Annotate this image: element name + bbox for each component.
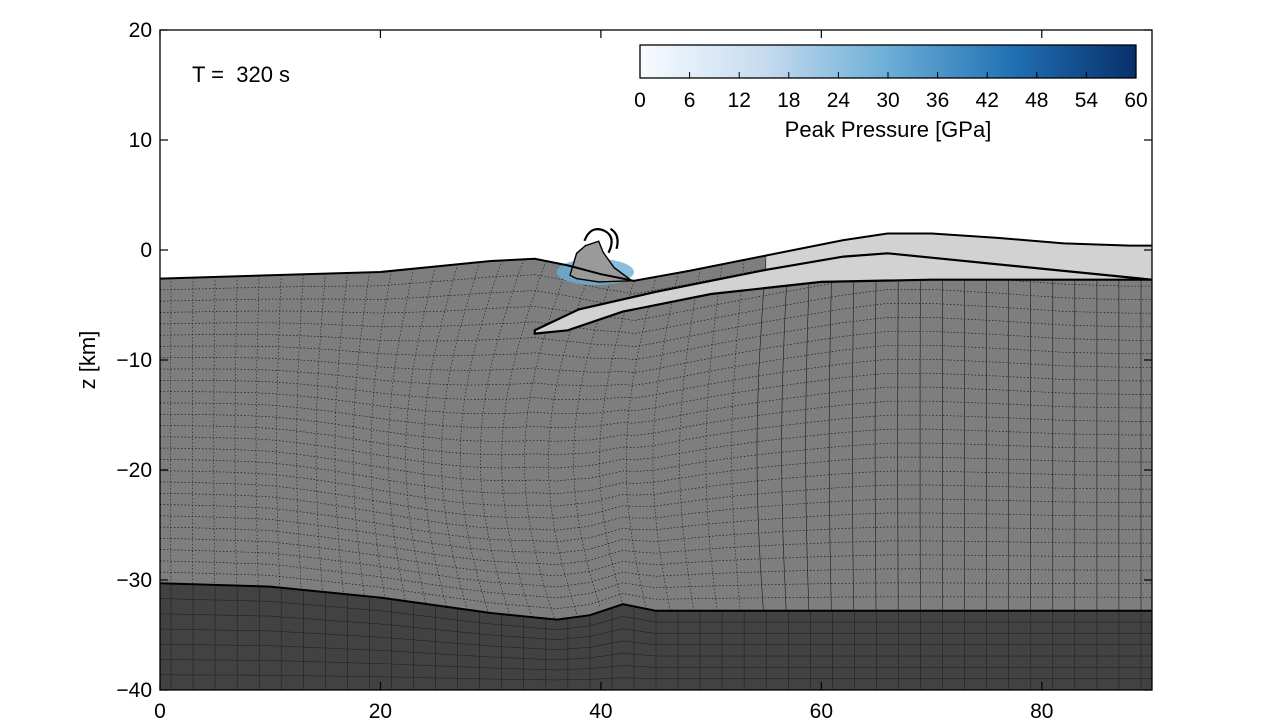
colorbar-label: Peak Pressure [GPa] <box>785 117 992 142</box>
y-tick-label: −30 <box>116 569 152 592</box>
grid-line-vertical <box>501 260 547 619</box>
x-tick-label: 0 <box>154 700 166 720</box>
grid-line-vertical <box>874 235 877 611</box>
grid-line-vertical <box>897 233 899 611</box>
grid-line-horizontal <box>160 549 1152 588</box>
colorbar-tick-label: 60 <box>1124 89 1147 112</box>
grid-line-horizontal <box>160 316 1152 361</box>
grid-line-vertical <box>828 242 833 611</box>
grid-line-vertical <box>370 270 392 600</box>
deformation-grid <box>160 233 1152 690</box>
plot-area <box>160 30 1152 690</box>
colorbar-tick-label: 18 <box>777 89 800 112</box>
colorbar-tick-label: 36 <box>926 89 949 112</box>
time-annotation: T = 320 s <box>192 62 290 87</box>
grid-line-horizontal <box>160 275 1152 321</box>
colorbar-tick-label: 30 <box>876 89 899 112</box>
grid-line-vertical <box>679 268 701 611</box>
y-tick-label: 10 <box>129 129 152 152</box>
crust-mantle-boundary <box>160 582 1152 621</box>
rebound-lobe <box>533 252 1152 335</box>
grid-line-horizontal <box>160 289 1152 334</box>
x-tick-label: 60 <box>810 700 833 720</box>
y-tick-label: −20 <box>116 459 152 482</box>
x-tick-label: 20 <box>369 700 392 720</box>
colorbar-tick-label: 54 <box>1075 89 1099 112</box>
x-tick-label: 80 <box>1030 700 1053 720</box>
y-tick-label: 0 <box>140 239 152 262</box>
ejecta-curl <box>583 227 619 254</box>
crust-layer <box>160 233 1152 690</box>
grid-line-vertical <box>213 276 216 586</box>
grid-line-horizontal <box>160 470 1152 507</box>
grid-line-vertical <box>234 276 238 586</box>
grid-line-vertical <box>405 266 436 606</box>
grid-line-horizontal <box>160 537 1152 577</box>
y-tick-label: 20 <box>129 19 152 42</box>
y-axis-label: z [km] <box>75 331 100 390</box>
grid-line-vertical <box>315 273 326 593</box>
grid-line-vertical <box>388 268 414 603</box>
grid-line-vertical <box>625 276 657 611</box>
grid-line-horizontal <box>160 442 1152 482</box>
grid-line-horizontal <box>160 481 1152 519</box>
grid-line-vertical <box>296 274 304 590</box>
grid-line-horizontal <box>160 504 1152 543</box>
grid-line-vertical <box>756 255 767 611</box>
colorbar-tick-label: 6 <box>684 89 696 112</box>
grid-line-horizontal <box>160 414 1152 456</box>
grid-line-horizontal <box>160 571 1152 610</box>
grid-line-vertical <box>599 280 635 607</box>
grid-line-vertical <box>423 264 458 609</box>
y-tick-label: −10 <box>116 349 152 372</box>
grid-line-vertical <box>731 259 745 611</box>
x-tick-label: 40 <box>589 700 612 720</box>
grid-line-vertical <box>781 251 789 611</box>
grid-line-horizontal <box>160 492 1152 531</box>
grid-line-vertical <box>192 277 194 585</box>
colorbar-ticks: 0 6 12 18 24 30 36 42 48 54 60 <box>634 72 1148 112</box>
grid-line-horizontal <box>160 303 1152 348</box>
grid-line-horizontal <box>160 428 1152 469</box>
colorbar-tick-label: 24 <box>827 89 851 112</box>
colorbar-tick-label: 48 <box>1025 89 1048 112</box>
colorbar-tick-label: 42 <box>976 89 999 112</box>
y-axis: 20 10 0 −10 −20 −30 −40 <box>116 19 1152 702</box>
surface-line <box>160 232 1152 282</box>
grid-line-vertical <box>459 260 502 615</box>
grid-line-horizontal <box>160 456 1152 495</box>
grid-line-horizontal <box>160 372 1152 415</box>
grid-line-vertical <box>652 272 679 611</box>
grid-line-horizontal <box>160 515 1152 554</box>
grid-line-vertical <box>334 272 348 595</box>
grid-line-vertical <box>852 238 855 611</box>
grid-line-vertical <box>441 262 480 612</box>
colorbar: 0 6 12 18 24 30 36 42 48 54 60 Peak Pressure [GPa] <box>634 44 1148 142</box>
colorbar-tick-label: 12 <box>728 89 751 112</box>
central-peak <box>569 240 634 283</box>
x-axis: 0 20 40 60 80 <box>154 30 1053 720</box>
grid-line-vertical <box>524 265 569 619</box>
grid-line-vertical <box>255 275 260 587</box>
grid-line-horizontal <box>160 386 1152 429</box>
y-tick-label: −40 <box>116 679 152 702</box>
grid-line-horizontal <box>160 400 1152 442</box>
grid-line-vertical <box>805 246 811 611</box>
grid-line-horizontal <box>160 560 1152 599</box>
colorbar-tick-label: 0 <box>634 89 646 112</box>
grid-line-horizontal <box>160 526 1152 566</box>
